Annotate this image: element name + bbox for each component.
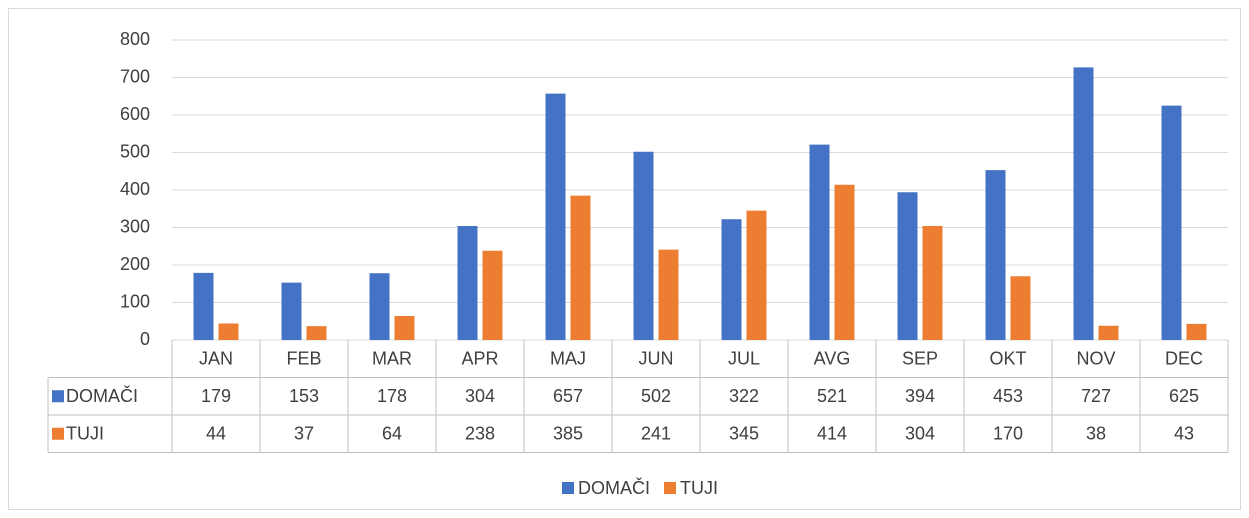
x-tick-label: MAR (372, 349, 412, 369)
x-tick-label: DEC (1165, 349, 1203, 369)
bar (1098, 325, 1119, 340)
bar (369, 273, 390, 340)
y-tick-label: 300 (120, 216, 150, 236)
table-value: 170 (993, 424, 1023, 444)
y-tick-label: 200 (120, 254, 150, 274)
bar (633, 151, 654, 340)
legend-label: TUJI (680, 478, 718, 498)
bar (570, 195, 591, 340)
legend-key (562, 482, 574, 494)
bar (1073, 67, 1094, 340)
legend-label: DOMAČI (578, 477, 650, 498)
table-value: 322 (729, 386, 759, 406)
bar (809, 144, 830, 340)
x-tick-label: AVG (814, 349, 851, 369)
table-value: 414 (817, 424, 847, 444)
legend-key (52, 427, 64, 440)
y-tick-label: 0 (140, 329, 150, 349)
bar (306, 326, 327, 340)
x-tick-label: SEP (902, 349, 938, 369)
bar (193, 272, 214, 340)
bar (922, 226, 943, 340)
table-value: 241 (641, 424, 671, 444)
bar (834, 184, 855, 340)
table-value: 385 (553, 424, 583, 444)
table-value: 625 (1169, 386, 1199, 406)
table-value: 727 (1081, 386, 1111, 406)
table-value: 178 (377, 386, 407, 406)
table-value: 44 (206, 424, 226, 444)
table-value: 64 (382, 424, 402, 444)
table-value: 453 (993, 386, 1023, 406)
table-value: 304 (905, 424, 935, 444)
x-tick-label: NOV (1076, 349, 1115, 369)
bar (1010, 276, 1031, 340)
x-tick-label: OKT (989, 349, 1026, 369)
table-value: 657 (553, 386, 583, 406)
bar (394, 316, 415, 340)
y-tick-label: 800 (120, 29, 150, 49)
chart-border (8, 8, 1241, 510)
x-tick-label: MAJ (550, 349, 586, 369)
bar (1186, 323, 1207, 340)
bar (457, 226, 478, 340)
bar (218, 323, 239, 340)
table-value: 394 (905, 386, 935, 406)
table-value: 37 (294, 424, 314, 444)
table-value: 38 (1086, 424, 1106, 444)
x-tick-label: APR (461, 349, 498, 369)
table-value: 179 (201, 386, 231, 406)
table-value: 521 (817, 386, 847, 406)
y-tick-label: 100 (120, 291, 150, 311)
bar (545, 93, 566, 340)
legend-key (664, 482, 676, 494)
table-value: 502 (641, 386, 671, 406)
table-value: 345 (729, 424, 759, 444)
table-series-name: TUJI (66, 424, 104, 444)
x-tick-label: JUN (639, 349, 674, 369)
legend-key (52, 390, 64, 403)
bar (482, 250, 503, 340)
y-tick-label: 500 (120, 141, 150, 161)
y-tick-label: 600 (120, 104, 150, 124)
y-tick-label: 700 (120, 66, 150, 86)
y-tick-label: 400 (120, 179, 150, 199)
table-value: 43 (1174, 424, 1194, 444)
bar (658, 249, 679, 340)
bar (897, 192, 918, 340)
x-tick-label: JUL (728, 349, 760, 369)
bar (721, 219, 742, 340)
x-tick-label: FEB (286, 349, 321, 369)
bar (985, 170, 1006, 340)
table-value: 153 (289, 386, 319, 406)
table-value: 304 (465, 386, 495, 406)
bar (746, 210, 767, 340)
table-series-name: DOMAČI (66, 385, 138, 406)
bar (281, 282, 302, 340)
table-value: 238 (465, 424, 495, 444)
bar (1161, 105, 1182, 340)
x-tick-label: JAN (199, 349, 233, 369)
